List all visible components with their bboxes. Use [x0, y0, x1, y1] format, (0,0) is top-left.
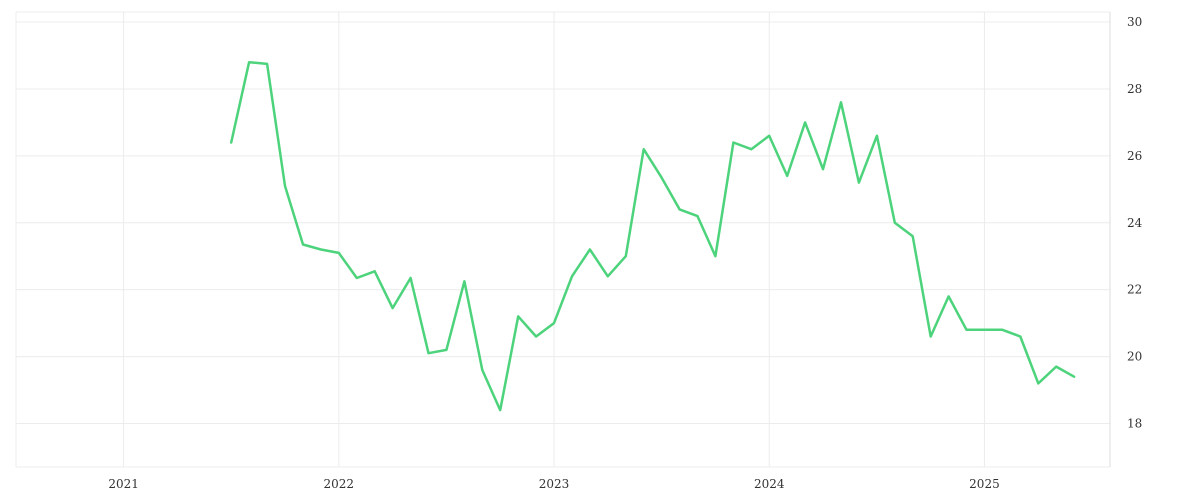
- y-tick-label: 20: [1127, 350, 1142, 364]
- y-tick-label: 28: [1127, 82, 1142, 96]
- x-tick-label: 2021: [108, 477, 139, 491]
- x-tick-label: 2025: [969, 477, 1000, 491]
- y-gridlines: [16, 11, 1110, 468]
- y-tick-label: 26: [1127, 149, 1142, 163]
- y-axis-labels: 18 20 22 24 26 28 30: [1127, 15, 1143, 430]
- y-tick-label: 30: [1127, 15, 1142, 29]
- y-tick-label: 18: [1127, 417, 1142, 431]
- x-tick-label: 2024: [754, 477, 785, 491]
- x-tick-label: 2022: [324, 477, 355, 491]
- series-layer: [229, 60, 1076, 412]
- x-gridlines: [15, 12, 985, 467]
- series-line-1: [229, 60, 1076, 412]
- y-tick-label: 22: [1127, 283, 1142, 297]
- y-tick-label: 24: [1127, 216, 1143, 230]
- x-tick-label: 2023: [539, 477, 570, 491]
- x-axis-labels: 2021 2022 2023 2024 2025: [108, 477, 999, 491]
